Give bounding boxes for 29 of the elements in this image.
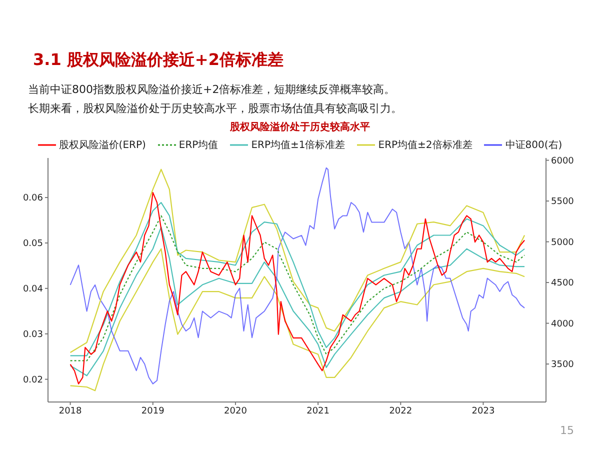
legend-label: 中证800(右) bbox=[505, 138, 562, 152]
x-tick-label: 2023 bbox=[472, 406, 495, 416]
y2-tick-label: 5000 bbox=[551, 238, 574, 248]
y2-tick-label: 3500 bbox=[551, 360, 574, 370]
x-tick-label: 2022 bbox=[389, 406, 412, 416]
line-series bbox=[70, 226, 526, 376]
y2-tick-label: 5500 bbox=[551, 197, 574, 208]
legend-label: ERP均值 bbox=[178, 139, 218, 152]
x-tick-label: 2021 bbox=[306, 406, 330, 416]
legend-label: 股权风险溢价(ERP) bbox=[58, 138, 146, 152]
y-tick-label: 0.06 bbox=[22, 194, 44, 204]
text: 3.1 股权风险溢价接近+2倍标准差 bbox=[33, 50, 284, 71]
text: 15 bbox=[560, 424, 574, 437]
legend-label: ERP均值±2倍标准差 bbox=[378, 138, 472, 152]
line-series bbox=[70, 248, 526, 392]
text: 长期来看，股权风险溢价处于历史较高水平，股票市场估值具有较高吸引力。 bbox=[28, 101, 402, 116]
y-tick-label: 0.05 bbox=[22, 239, 43, 250]
y-tick-label: 0.03 bbox=[22, 330, 43, 340]
text: 当前中证800指数股权风险溢价接近+2倍标准差，短期继续反弹概率较高。 bbox=[28, 82, 396, 97]
legend-label: ERP均值±1倍标准差 bbox=[251, 138, 346, 152]
y2-tick-label: 6000 bbox=[551, 156, 574, 166]
y-tick-label: 0.04 bbox=[22, 284, 44, 295]
y-tick-label: 0.02 bbox=[22, 375, 43, 386]
x-tick-label: 2018 bbox=[58, 406, 82, 416]
x-tick-label: 2020 bbox=[224, 406, 248, 416]
y2-tick-label: 4500 bbox=[551, 278, 574, 289]
chart-title: 股权风险溢价处于历史较高水平 bbox=[228, 120, 371, 134]
x-tick-label: 2019 bbox=[141, 406, 165, 416]
y2-tick-label: 4000 bbox=[551, 319, 574, 330]
